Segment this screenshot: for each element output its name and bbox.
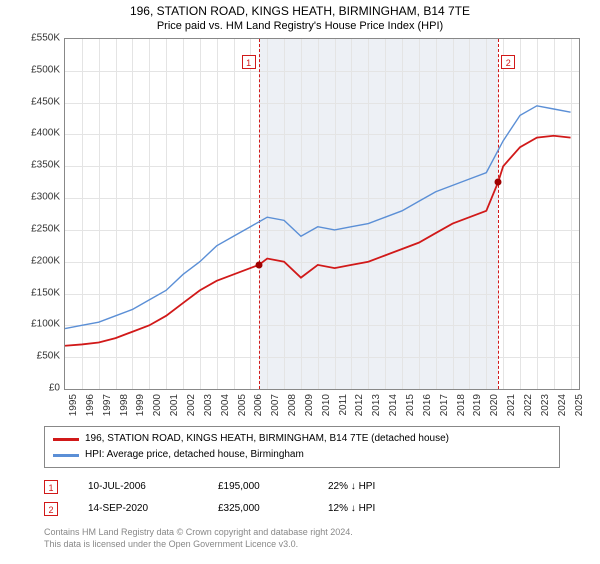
y-axis-label: £200K: [20, 255, 60, 266]
chart-area: £0 £50K £100K £150K £200K £250K £300K £350K £400…: [20, 38, 580, 418]
marker-price: £325,000: [218, 498, 298, 520]
y-axis-label: £300K: [20, 192, 60, 203]
x-axis-label: 1998: [119, 394, 130, 416]
x-axis-label: 2019: [472, 394, 483, 416]
x-axis-label: 2017: [439, 394, 450, 416]
x-axis-label: 2010: [321, 394, 332, 416]
marker-diff: 12% ↓ HPI: [328, 498, 375, 520]
x-axis-label: 2011: [338, 394, 349, 416]
marker-badge: 2: [501, 55, 515, 69]
x-axis-label: 2009: [304, 394, 315, 416]
legend: 196, STATION ROAD, KINGS HEATH, BIRMINGH…: [44, 426, 560, 468]
series-hpi: [65, 106, 571, 329]
attribution-line1: Contains HM Land Registry data © Crown c…: [44, 526, 600, 538]
x-axis-label: 2003: [203, 394, 214, 416]
x-axis-label: 2013: [371, 394, 382, 416]
x-axis-label: 2018: [456, 394, 467, 416]
x-axis-label: 2023: [540, 394, 551, 416]
marker-diff: 22% ↓ HPI: [328, 476, 375, 498]
marker-data-row: 2 14-SEP-2020 £325,000 12% ↓ HPI: [44, 498, 560, 520]
y-axis-label: £150K: [20, 287, 60, 298]
marker-date: 14-SEP-2020: [88, 498, 188, 520]
x-axis-label: 1995: [68, 394, 79, 416]
y-axis-label: £100K: [20, 319, 60, 330]
y-axis-label: £350K: [20, 160, 60, 171]
series-property: [65, 136, 571, 346]
chart-subtitle: Price paid vs. HM Land Registry's House …: [0, 20, 600, 32]
y-axis-label: £50K: [20, 351, 60, 362]
x-axis-label: 2014: [388, 394, 399, 416]
legend-row: HPI: Average price, detached house, Birm…: [53, 447, 551, 463]
marker-date: 10-JUL-2006: [88, 476, 188, 498]
marker-badge: 1: [44, 480, 58, 494]
marker-badge: 2: [44, 502, 58, 516]
y-axis-label: £0: [20, 383, 60, 394]
y-axis-label: £250K: [20, 223, 60, 234]
x-axis-label: 2004: [220, 394, 231, 416]
x-axis-label: 2000: [152, 394, 163, 416]
marker-data-table: 1 10-JUL-2006 £195,000 22% ↓ HPI 2 14-SEP-202…: [44, 476, 560, 520]
x-axis-label: 2024: [557, 394, 568, 416]
x-axis-label: 2015: [405, 394, 416, 416]
x-axis-label: 1996: [85, 394, 96, 416]
x-axis-label: 2016: [422, 394, 433, 416]
x-axis-label: 2021: [506, 394, 517, 416]
attribution: Contains HM Land Registry data © Crown c…: [44, 526, 600, 550]
marker-data-row: 1 10-JUL-2006 £195,000 22% ↓ HPI: [44, 476, 560, 498]
marker-dot: [255, 261, 262, 268]
x-axis-label: 2025: [574, 394, 585, 416]
y-axis-label: £400K: [20, 128, 60, 139]
plot-area: 12: [64, 38, 580, 390]
x-axis-label: 2012: [354, 394, 365, 416]
marker-badge: 1: [242, 55, 256, 69]
attribution-line2: This data is licensed under the Open Gov…: [44, 538, 600, 550]
x-axis-label: 2005: [237, 394, 248, 416]
x-axis-label: 1999: [135, 394, 146, 416]
marker-dot: [495, 179, 502, 186]
x-axis-label: 1997: [102, 394, 113, 416]
x-axis-label: 2006: [253, 394, 264, 416]
legend-label: HPI: Average price, detached house, Birm…: [85, 447, 304, 463]
x-axis-label: 2008: [287, 394, 298, 416]
x-axis-label: 2022: [523, 394, 534, 416]
y-axis-label: £450K: [20, 96, 60, 107]
marker-price: £195,000: [218, 476, 298, 498]
legend-row: 196, STATION ROAD, KINGS HEATH, BIRMINGH…: [53, 431, 551, 447]
legend-swatch: [53, 438, 79, 441]
y-axis-label: £550K: [20, 33, 60, 44]
legend-label: 196, STATION ROAD, KINGS HEATH, BIRMINGH…: [85, 431, 449, 447]
x-axis-label: 2001: [169, 394, 180, 416]
y-axis-label: £500K: [20, 64, 60, 75]
legend-swatch: [53, 454, 79, 457]
chart-title: 196, STATION ROAD, KINGS HEATH, BIRMINGH…: [0, 4, 600, 18]
x-axis-label: 2002: [186, 394, 197, 416]
x-axis-label: 2007: [270, 394, 281, 416]
x-axis-label: 2020: [489, 394, 500, 416]
